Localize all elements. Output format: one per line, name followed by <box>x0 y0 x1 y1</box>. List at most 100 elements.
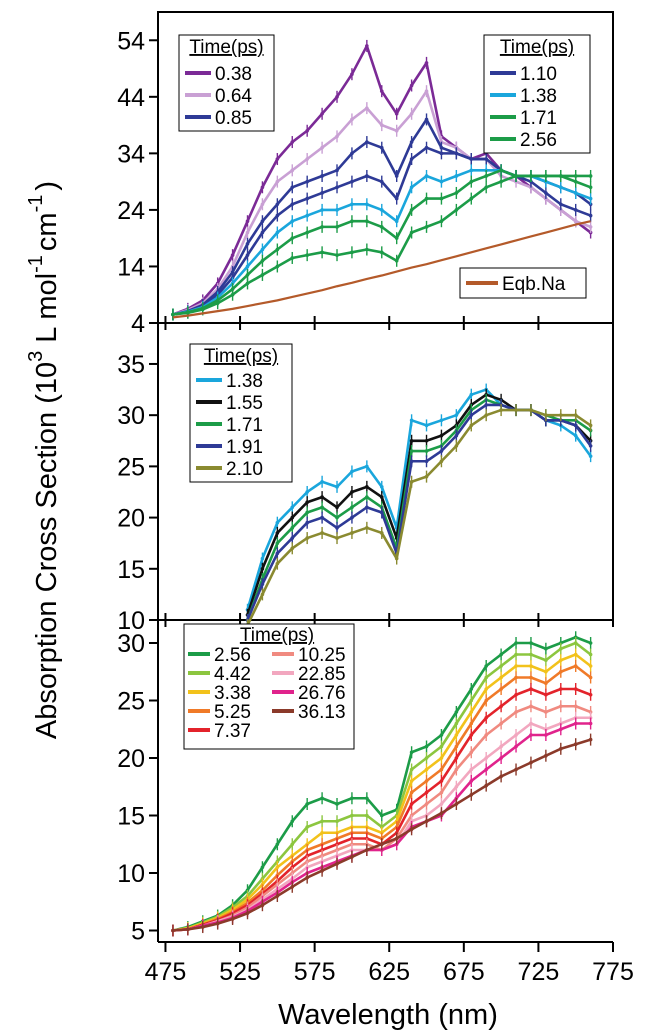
data-point <box>469 793 474 797</box>
data-point <box>215 921 220 926</box>
data-point <box>335 515 339 520</box>
data-point <box>439 790 444 795</box>
data-point <box>305 253 309 257</box>
data-point <box>379 225 384 229</box>
data-point <box>469 733 474 737</box>
data-point <box>454 151 459 156</box>
data-point <box>305 157 309 161</box>
data-point <box>544 692 548 697</box>
data-point <box>350 202 354 207</box>
data-point <box>424 779 429 783</box>
y-tick-label: 20 <box>117 745 145 773</box>
data-point <box>350 72 354 76</box>
data-point <box>320 495 324 499</box>
data-point <box>439 767 444 772</box>
data-point <box>529 704 533 709</box>
data-point <box>588 675 593 680</box>
data-point <box>454 721 459 726</box>
data-point <box>588 721 593 726</box>
data-point <box>350 813 354 818</box>
data-point <box>588 225 593 229</box>
data-point <box>275 865 280 870</box>
data-point <box>290 505 295 510</box>
data-point <box>305 825 309 829</box>
data-point <box>439 733 444 737</box>
data-point <box>573 641 578 645</box>
legend-entry-label: 7.37 <box>214 721 251 742</box>
data-point <box>573 219 578 224</box>
data-point <box>275 230 280 235</box>
data-point <box>365 526 369 530</box>
data-point <box>424 756 429 760</box>
legend-entry-label: 1.38 <box>520 86 557 107</box>
data-point <box>588 652 593 657</box>
data-point <box>335 253 339 257</box>
y-tick-label: 44 <box>117 84 145 112</box>
data-point <box>514 641 518 645</box>
data-point <box>409 418 414 423</box>
data-point <box>200 307 205 312</box>
data-point <box>379 250 384 255</box>
data-point <box>409 208 414 212</box>
data-point <box>499 664 503 668</box>
legend-entry-label: 5.25 <box>214 702 251 723</box>
data-point <box>290 219 295 224</box>
data-point <box>499 179 503 184</box>
y-tick-label: 25 <box>117 453 145 481</box>
y-tick-label: 4 <box>131 310 145 338</box>
x-tick-label: 625 <box>368 958 410 986</box>
data-point <box>365 106 369 110</box>
legend-entry-label: 36.13 <box>298 702 346 723</box>
data-point <box>335 95 339 99</box>
data-point <box>469 698 474 703</box>
series-line-1.38 <box>246 388 592 611</box>
y-axis-title: Absorption Cross Section (103 L mol-1cm-… <box>25 181 63 739</box>
data-point <box>544 646 548 651</box>
data-point <box>275 213 280 218</box>
data-point <box>544 753 548 758</box>
data-point <box>350 490 354 494</box>
data-point <box>245 219 250 224</box>
legend-entry-label: 1.91 <box>226 437 263 458</box>
data-point <box>290 885 295 889</box>
data-point <box>320 111 324 116</box>
data-point <box>484 185 488 190</box>
data-point <box>230 292 235 297</box>
data-point <box>499 756 503 760</box>
y-axis-title-exp3: 3 <box>25 351 47 362</box>
data-point <box>424 790 429 795</box>
x-tick-label: 575 <box>294 958 336 986</box>
data-point <box>409 438 414 443</box>
data-point <box>230 253 235 257</box>
data-point <box>230 917 235 921</box>
data-point <box>335 168 339 173</box>
data-point <box>275 541 280 545</box>
data-point <box>424 174 429 178</box>
data-point <box>484 157 488 161</box>
data-point <box>365 44 369 48</box>
data-point <box>305 510 309 515</box>
legend-entry-label: 2.56 <box>214 645 251 666</box>
data-point <box>424 196 429 201</box>
data-point <box>245 911 250 916</box>
data-point <box>335 185 339 190</box>
data-point <box>245 253 250 257</box>
data-point <box>499 704 503 709</box>
data-point <box>275 894 280 898</box>
data-point <box>245 273 250 277</box>
data-point <box>529 664 533 668</box>
data-point <box>573 704 578 709</box>
data-point <box>573 413 578 417</box>
data-point <box>350 796 354 801</box>
data-point <box>529 675 533 680</box>
data-point <box>290 526 295 530</box>
data-point <box>588 692 593 697</box>
data-point <box>484 413 488 417</box>
data-point <box>424 819 429 824</box>
x-tick-label: 675 <box>443 958 485 986</box>
y-axis-title-main: Absorption Cross Section (10 <box>31 362 63 739</box>
data-point <box>320 174 324 178</box>
data-point <box>439 459 444 464</box>
data-point <box>335 485 339 489</box>
data-point <box>320 830 324 835</box>
